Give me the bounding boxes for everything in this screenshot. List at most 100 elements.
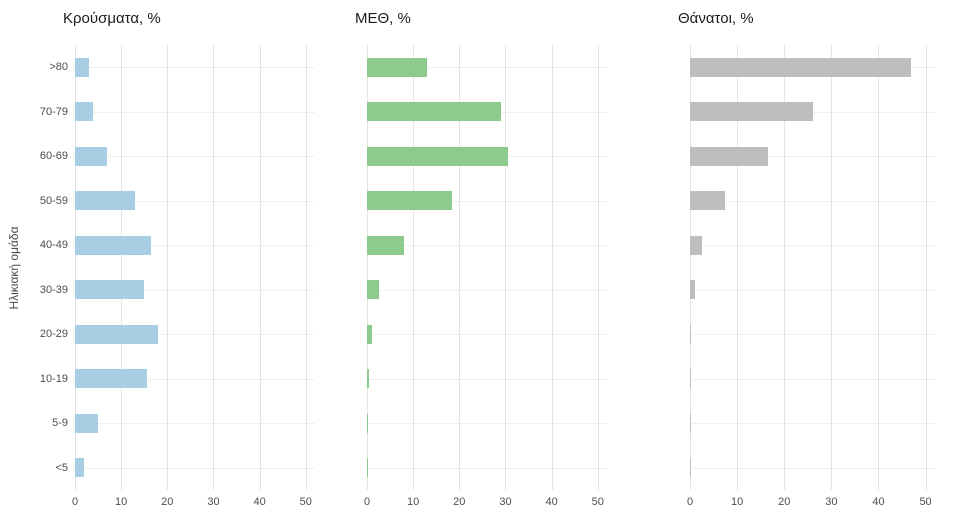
gridline-horizontal bbox=[75, 378, 315, 380]
bar bbox=[75, 146, 108, 166]
x-tick-label: 0 bbox=[71, 496, 79, 508]
x-tick-label: 0 bbox=[686, 496, 694, 508]
x-tick-label: 10 bbox=[115, 496, 128, 508]
bar bbox=[367, 458, 369, 478]
bar bbox=[690, 324, 692, 344]
gridline-horizontal bbox=[367, 334, 607, 336]
x-tick-label: 50 bbox=[919, 496, 932, 508]
bar bbox=[75, 235, 152, 255]
gridline-vertical bbox=[459, 45, 461, 490]
gridline-vertical bbox=[121, 45, 123, 490]
gridline-horizontal bbox=[367, 67, 607, 69]
plot-area-deaths bbox=[690, 45, 935, 490]
bar bbox=[690, 235, 702, 255]
panel-title-deaths: Θάνατοι, % bbox=[678, 10, 754, 27]
gridline-horizontal bbox=[690, 423, 935, 425]
x-tick-label: 20 bbox=[161, 496, 174, 508]
panel-icu: ΜΕΘ, % 0 10 20 30 40 50 bbox=[355, 0, 607, 522]
y-axis-title: Ηλικιακή ομάδα bbox=[7, 226, 21, 310]
y-tick-label: 30-39 bbox=[39, 283, 68, 296]
gridline-horizontal bbox=[690, 467, 935, 469]
y-tick-label: 5-9 bbox=[52, 417, 68, 430]
x-axis-cases: 0 10 20 30 40 50 bbox=[71, 496, 315, 512]
x-tick-label: 30 bbox=[825, 496, 838, 508]
bar bbox=[367, 413, 368, 433]
bar bbox=[367, 369, 370, 389]
plot-area-cases bbox=[75, 45, 315, 490]
bar bbox=[690, 102, 813, 122]
gridline-vertical bbox=[75, 45, 76, 490]
gridline-vertical bbox=[305, 45, 307, 490]
bar bbox=[75, 369, 147, 389]
x-tick-label: 40 bbox=[872, 496, 885, 508]
bar bbox=[367, 102, 501, 122]
gridline-vertical bbox=[413, 45, 415, 490]
gridline-horizontal bbox=[75, 200, 315, 202]
gridline-vertical bbox=[737, 45, 739, 490]
x-tick-label: 50 bbox=[299, 496, 312, 508]
bar bbox=[690, 57, 912, 77]
bar bbox=[75, 413, 99, 433]
gridline-horizontal bbox=[367, 378, 607, 380]
gridline-horizontal bbox=[75, 467, 315, 469]
panel-title-cases: Κρούσματα, % bbox=[63, 10, 161, 27]
x-tick-label: 40 bbox=[253, 496, 266, 508]
gridline-horizontal bbox=[75, 67, 315, 69]
x-tick-label: 30 bbox=[499, 496, 512, 508]
y-tick-label: <5 bbox=[55, 461, 68, 474]
bar bbox=[690, 458, 692, 478]
gridline-vertical bbox=[925, 45, 927, 490]
gridline-horizontal bbox=[690, 200, 935, 202]
gridline-horizontal bbox=[367, 289, 607, 291]
bar bbox=[75, 280, 145, 300]
bar bbox=[690, 191, 726, 211]
panel-deaths: Θάνατοι, % 0 10 20 30 40 50 bbox=[678, 0, 935, 522]
gridline-vertical bbox=[551, 45, 553, 490]
gridline-horizontal bbox=[690, 156, 935, 158]
gridline-horizontal bbox=[75, 156, 315, 158]
y-tick-label: 40-49 bbox=[39, 239, 68, 252]
gridline-vertical bbox=[597, 45, 599, 490]
x-tick-label: 0 bbox=[363, 496, 371, 508]
x-tick-label: 30 bbox=[207, 496, 220, 508]
gridline-horizontal bbox=[75, 245, 315, 247]
gridline-vertical bbox=[505, 45, 507, 490]
bar bbox=[367, 146, 508, 166]
bar bbox=[690, 369, 692, 389]
gridline-horizontal bbox=[367, 467, 607, 469]
plot-area-icu bbox=[367, 45, 607, 490]
bar bbox=[367, 280, 379, 300]
y-axis-category-labels: >80 70-79 60-69 50-59 40-49 30-39 20-29 10-19 5-… bbox=[24, 45, 68, 490]
gridline-horizontal bbox=[690, 334, 935, 336]
x-tick-label: 10 bbox=[730, 496, 744, 508]
bar bbox=[690, 146, 768, 166]
gridline-vertical bbox=[878, 45, 880, 490]
gridline-vertical bbox=[259, 45, 261, 490]
bar bbox=[75, 458, 85, 478]
bar bbox=[75, 102, 94, 122]
gridline-vertical bbox=[367, 45, 368, 490]
gridline-horizontal bbox=[690, 378, 935, 380]
gridline-horizontal bbox=[75, 423, 315, 425]
bar bbox=[75, 57, 89, 77]
bar bbox=[75, 191, 135, 211]
gridline-horizontal bbox=[75, 111, 315, 113]
gridline-horizontal bbox=[690, 245, 935, 247]
x-tick-label: 50 bbox=[591, 496, 604, 508]
bar bbox=[75, 324, 159, 344]
bar bbox=[367, 57, 427, 77]
x-tick-label: 10 bbox=[407, 496, 420, 508]
bar bbox=[367, 191, 453, 211]
gridline-horizontal bbox=[690, 289, 935, 291]
gridline-horizontal bbox=[75, 289, 315, 291]
gridline-horizontal bbox=[690, 111, 935, 113]
bar bbox=[690, 413, 691, 433]
gridline-vertical bbox=[690, 45, 691, 490]
gridline-vertical bbox=[213, 45, 215, 490]
y-tick-label: 60-69 bbox=[39, 150, 68, 163]
y-tick-label: 20-29 bbox=[39, 328, 68, 341]
panel-title-icu: ΜΕΘ, % bbox=[355, 10, 411, 27]
gridline-horizontal bbox=[367, 245, 607, 247]
y-tick-label: >80 bbox=[49, 61, 68, 74]
